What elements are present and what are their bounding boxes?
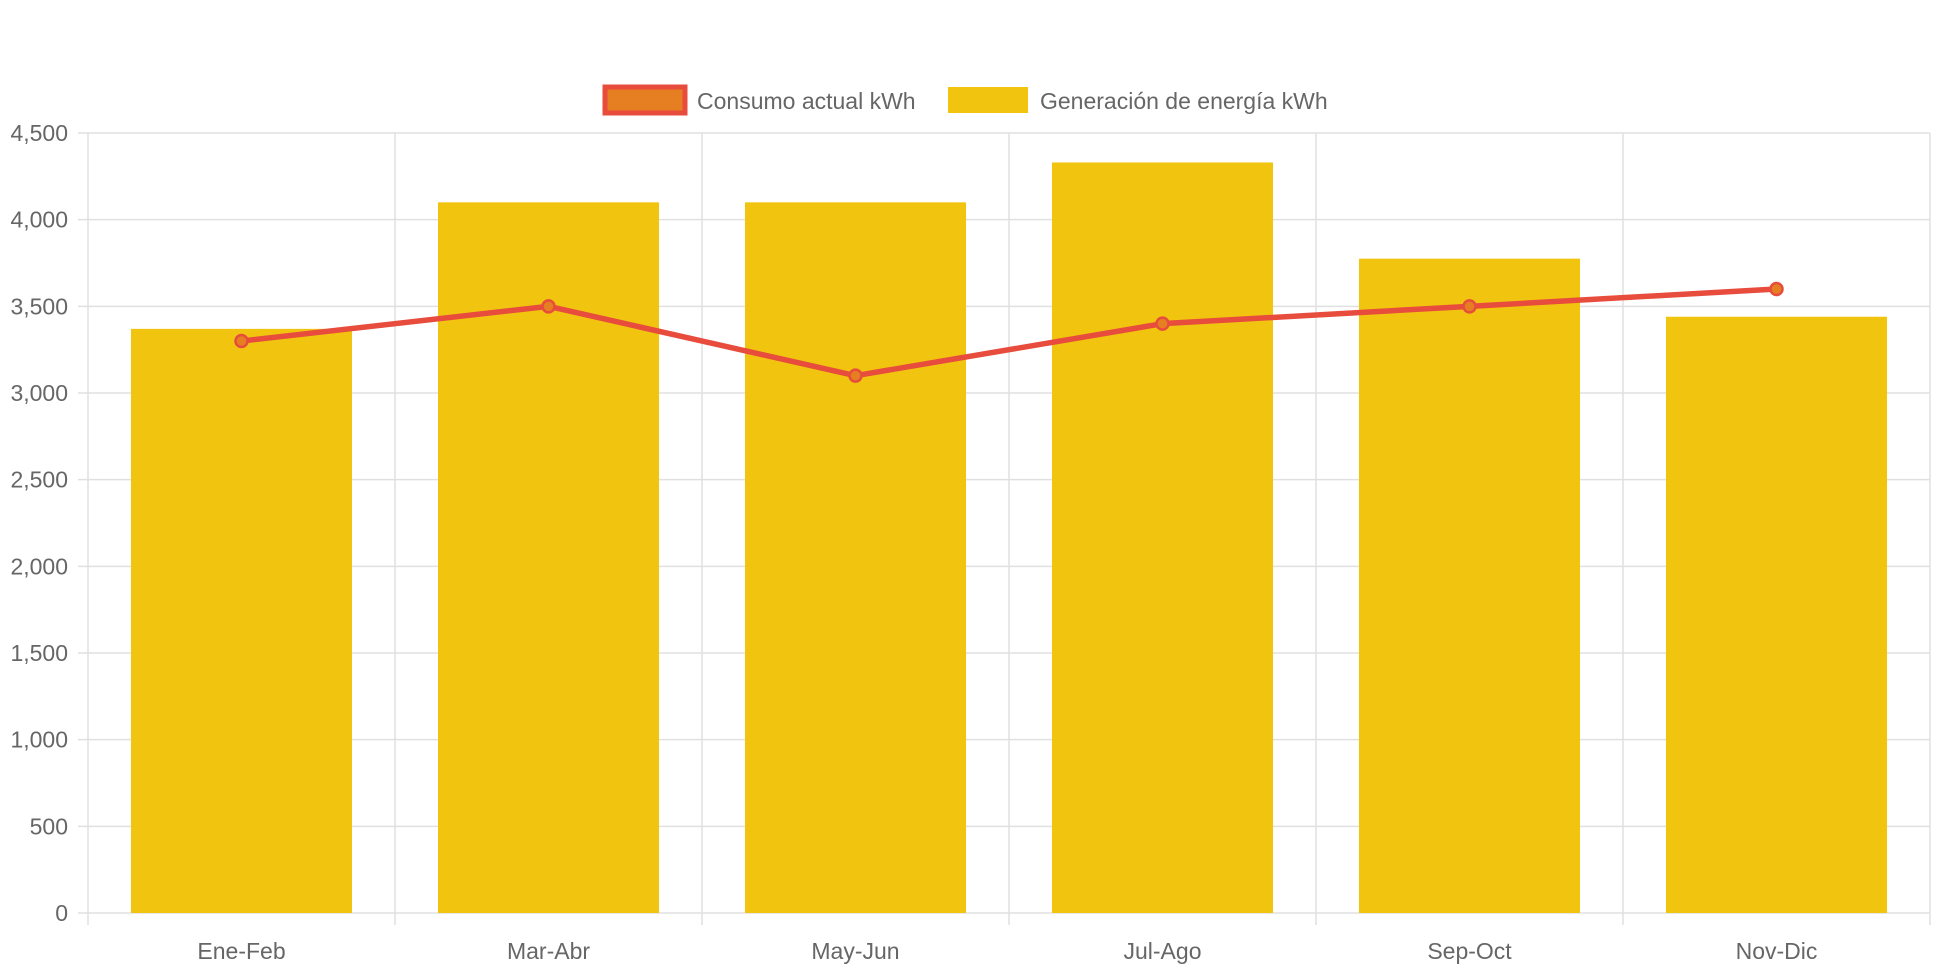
legend-label-consumo: Consumo actual kWh (697, 88, 916, 114)
point-jul-ago[interactable] (1155, 316, 1170, 331)
y-tick-label: 3,500 (10, 293, 68, 319)
point-nov-dic[interactable] (1769, 281, 1784, 297)
x-axis: Ene-Feb Mar-Abr May-Jun Jul-Ago Sep-Oct Nov-D… (197, 938, 1817, 964)
y-tick-label: 500 (30, 813, 68, 839)
y-tick-label: 4,000 (10, 207, 68, 233)
x-tick-label: Nov-Dic (1736, 938, 1818, 964)
x-tick-label: Jul-Ago (1124, 938, 1202, 964)
legend-swatch-consumo (602, 84, 688, 116)
x-tick-label: Ene-Feb (197, 938, 285, 964)
legend-item-generacion[interactable]: Generación de energía kWh (948, 87, 1328, 114)
x-tick-label: May-Jun (811, 938, 899, 964)
legend-label-generacion: Generación de energía kWh (1040, 88, 1328, 114)
grid (78, 132, 1931, 925)
x-tick-label: Mar-Abr (507, 938, 590, 964)
bar-may-jun[interactable] (744, 202, 967, 914)
y-tick-label: 4,500 (10, 120, 68, 146)
point-ene-feb[interactable] (234, 333, 249, 349)
y-tick-label: 2,000 (10, 553, 68, 579)
x-tick-label: Sep-Oct (1427, 938, 1512, 964)
y-tick-label: 3,000 (10, 380, 68, 406)
y-tick-label: 0 (55, 900, 68, 926)
bar-jul-ago[interactable] (1051, 162, 1274, 913)
point-sep-oct[interactable] (1462, 299, 1477, 314)
y-axis: 0 500 1,000 1,500 2,000 2,500 3,000 3,500 4,000 4… (10, 120, 68, 926)
point-mar-abr[interactable] (541, 299, 556, 314)
consumo-line (241, 286, 1777, 379)
legend-item-consumo[interactable]: Consumo actual kWh (602, 84, 916, 116)
bar-series (130, 162, 1888, 914)
bar-nov-dic[interactable] (1665, 316, 1888, 913)
point-may-jun[interactable] (848, 368, 863, 383)
bar-sep-oct[interactable] (1358, 258, 1581, 914)
y-tick-label: 1,500 (10, 640, 68, 666)
legend: Consumo actual kWh Generación de energía… (602, 84, 1328, 116)
legend-swatch-generacion (948, 87, 1028, 113)
bar-ene-feb[interactable] (130, 328, 353, 913)
y-tick-label: 2,500 (10, 467, 68, 493)
y-tick-label: 1,000 (10, 727, 68, 753)
line-series (234, 281, 1784, 383)
